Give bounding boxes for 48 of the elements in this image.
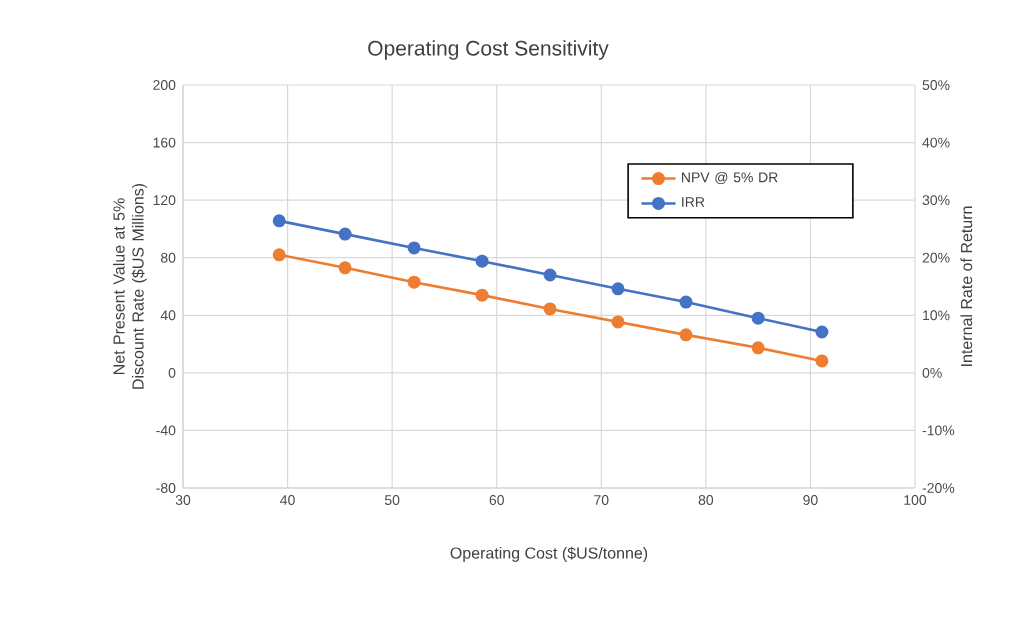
y2-tick-label: 10% (923, 310, 950, 321)
y2-tick-label: 30% (922, 195, 950, 206)
x-tick-label: 40 (280, 495, 295, 505)
y-tick-label: 160 (153, 137, 176, 148)
point (272, 248, 286, 262)
point (815, 325, 829, 339)
y-tick-label: 0 (168, 367, 176, 378)
point (543, 302, 557, 316)
y-tick-label: 40 (160, 310, 176, 321)
point (475, 288, 489, 302)
y-tick-label: -40 (156, 425, 176, 436)
x-tick-label: 70 (594, 495, 609, 505)
point (679, 295, 693, 309)
point (751, 311, 765, 325)
y-axis-title: Net Present Value at 5% Discount Rate ($US Millions) (112, 183, 147, 389)
point (338, 261, 352, 275)
legend-label: IRR (682, 197, 705, 207)
x-tick-label: 100 (904, 495, 927, 505)
y2-tick-label: 0% (922, 367, 942, 378)
x-axis-title: Operating Cost ($US/tonne) (450, 546, 648, 562)
chart-title: Operating Cost Sensitivity (368, 40, 609, 60)
y2-axis-title: Internal Rate of Return (960, 206, 973, 366)
legend-label: NPV @ 5% DR (682, 172, 778, 185)
y2-tick-label: 40% (922, 137, 950, 148)
y2-tick-label: -20% (922, 483, 955, 493)
point (272, 214, 286, 228)
point (338, 227, 352, 241)
y2-tick-label: -10% (922, 425, 955, 436)
x-tick-label: 80 (698, 495, 714, 505)
point (679, 328, 693, 342)
point (751, 341, 765, 355)
x-tick-label: 60 (489, 495, 504, 505)
point (611, 282, 625, 296)
y-tick-label: -80 (156, 483, 176, 493)
point (815, 354, 829, 368)
y2-tick-label: 50% (922, 80, 950, 90)
y-tick-label: 120 (153, 195, 176, 206)
y2-tick-label: 20% (922, 252, 950, 263)
point (475, 254, 489, 268)
point (611, 315, 625, 329)
y-tick-label: 80 (160, 252, 176, 263)
x-tick-label: 90 (803, 495, 818, 505)
point (407, 241, 421, 255)
y-tick-label: 200 (153, 80, 176, 90)
point (407, 275, 421, 289)
x-tick-label: 30 (175, 495, 191, 505)
point (543, 268, 557, 282)
x-tick-label: 50 (384, 495, 400, 505)
